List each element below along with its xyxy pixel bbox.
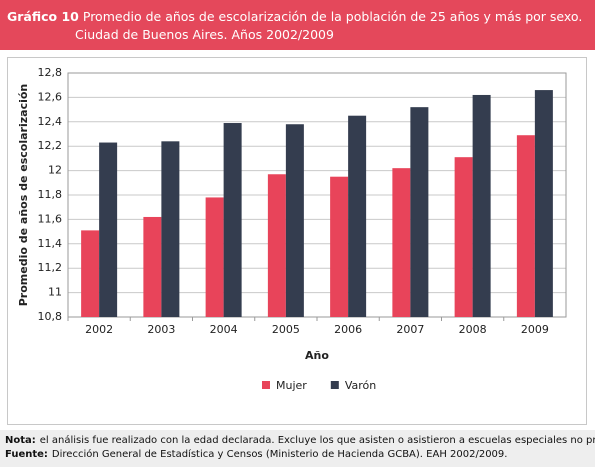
- note-text: el análisis fue realizado con la edad de…: [39, 435, 595, 446]
- y-tick-label: 11,4: [38, 237, 63, 250]
- bar: [410, 107, 429, 317]
- note-label: Nota:: [5, 435, 36, 446]
- x-tick-label: 2003: [147, 323, 175, 336]
- y-tick-label: 10,8: [38, 310, 63, 323]
- bar: [99, 142, 118, 317]
- y-tick-label: 12,4: [38, 115, 63, 128]
- bar: [348, 115, 367, 317]
- y-tick-label: 12: [48, 164, 62, 177]
- x-tick-label: 2008: [459, 323, 487, 336]
- x-tick-label: 2009: [521, 323, 549, 336]
- source-label: Fuente:: [5, 449, 48, 460]
- bar: [285, 124, 304, 318]
- bar: [205, 197, 224, 317]
- header-label: Gráfico 10: [7, 9, 79, 24]
- bar: [472, 94, 491, 318]
- y-axis-label: Promedio de años de escolarización: [17, 84, 30, 307]
- bar: [516, 135, 535, 317]
- y-tick-label: 11,2: [38, 261, 63, 274]
- legend-label: Mujer: [276, 379, 307, 392]
- bar: [454, 157, 473, 317]
- legend-swatch: [262, 381, 270, 389]
- chart-panel: [7, 57, 587, 425]
- bar: [223, 123, 242, 318]
- y-tick-label: 11: [48, 286, 62, 299]
- bar: [143, 216, 162, 317]
- legend-swatch: [330, 381, 339, 389]
- source-text: Dirección General de Estadística y Censo…: [51, 449, 508, 460]
- bar: [392, 168, 411, 317]
- x-tick-label: 2007: [396, 323, 424, 336]
- header-subtitle: Ciudad de Buenos Aires. Años 2002/2009: [75, 27, 334, 42]
- bar: [161, 141, 180, 317]
- header-title: Promedio de años de escolarización de la…: [82, 9, 583, 24]
- notes: Nota: el análisis fue realizado con la ed…: [0, 430, 595, 467]
- header: Gráfico 10 Promedio de años de escolariza…: [0, 0, 595, 50]
- x-axis-label: Año: [305, 349, 329, 362]
- note: Nota: el análisis fue realizado con la ed…: [5, 435, 595, 446]
- bar: [267, 174, 286, 317]
- y-tick-label: 11,8: [38, 188, 63, 201]
- x-tick-label: 2005: [272, 323, 300, 336]
- x-tick-label: 2004: [210, 323, 238, 336]
- legend-label: Varón: [345, 379, 376, 392]
- bar: [81, 230, 100, 317]
- y-tick-label: 11,6: [38, 212, 63, 225]
- y-tick-label: 12,6: [38, 90, 63, 103]
- bar: [534, 90, 553, 317]
- x-tick-label: 2002: [85, 323, 113, 336]
- x-tick-label: 2006: [334, 323, 362, 336]
- source: Fuente: Dirección General de Estadística …: [5, 449, 507, 460]
- header-line: Gráfico 10 Promedio de años de escolariza…: [7, 9, 582, 24]
- y-tick-label: 12,2: [38, 139, 63, 152]
- chart: Promedio de años de escolarización Año 1…: [17, 66, 567, 392]
- bar: [330, 176, 349, 317]
- y-tick-label: 12,8: [38, 66, 63, 79]
